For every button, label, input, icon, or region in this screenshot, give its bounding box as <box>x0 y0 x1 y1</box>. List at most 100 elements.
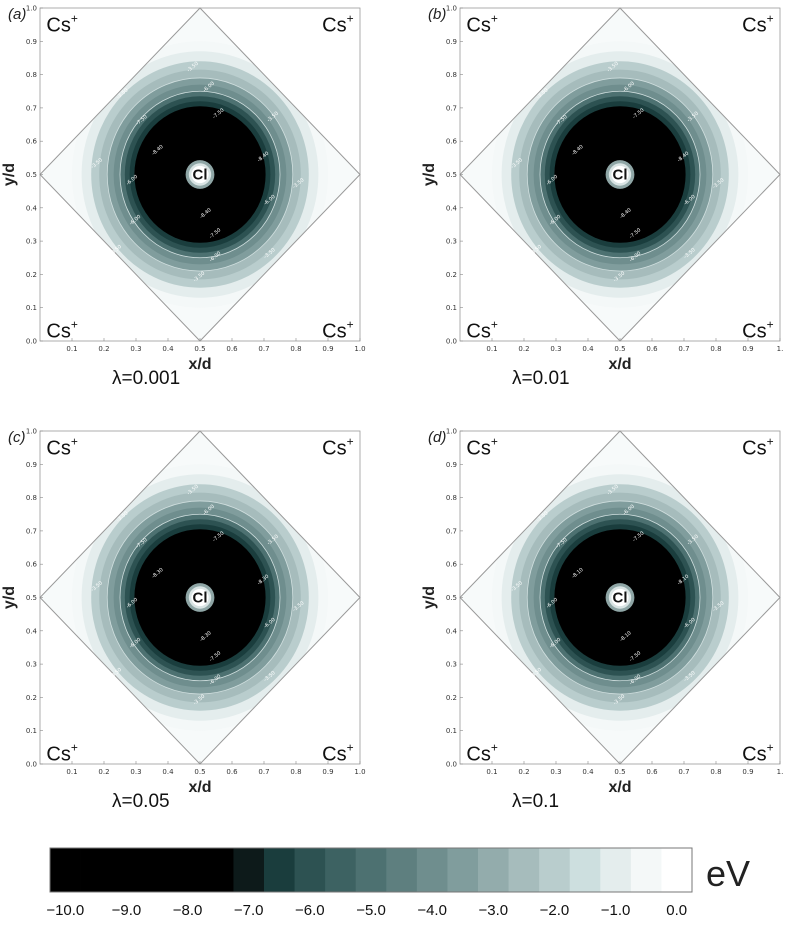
y-tick-label: 0.6 <box>26 138 38 146</box>
colorbar-tick-label: −1.0 <box>601 902 631 919</box>
x-tick-label: 0.5 <box>614 345 625 353</box>
x-tick-label: 0.5 <box>194 345 205 353</box>
colorbar-swatch <box>600 848 632 892</box>
y-tick-label: 0.7 <box>446 104 457 112</box>
panel-d: (d) -8.10 -7.50 -6.00 -3.50 -8.10 -8.10 -7.50 -7… <box>420 423 797 843</box>
x-tick-label: 0.5 <box>194 768 205 776</box>
y-tick-label: 0.3 <box>26 238 37 246</box>
colorbar-tick-label: −8.0 <box>173 902 203 919</box>
y-tick-label: 0.2 <box>26 271 37 279</box>
y-tick-label: 1.0 <box>446 428 457 436</box>
x-tick-label: 0.3 <box>130 768 141 776</box>
y-tick-label: 0.8 <box>446 494 457 502</box>
x-tick-label: 0.4 <box>162 768 174 776</box>
x-tick-label: 0.9 <box>322 345 333 353</box>
y-tick-label: 0.4 <box>446 204 458 212</box>
colorbar-swatch <box>111 848 143 892</box>
x-tick-label: 1. <box>777 345 784 353</box>
y-tick-label: 0.0 <box>26 338 37 346</box>
y-tick-label: 0.1 <box>26 304 37 312</box>
ion-halo <box>611 588 629 607</box>
x-tick-label: 0.2 <box>518 768 529 776</box>
colorbar-tick-label: −9.0 <box>112 902 142 919</box>
colorbar-swatch <box>569 848 601 892</box>
x-tick-label: 0.1 <box>66 345 77 353</box>
y-tick-label: 0.9 <box>26 461 37 469</box>
colorbar-swatch <box>172 848 204 892</box>
x-tick-label: 1.0 <box>354 768 365 776</box>
x-tick-label: 0.9 <box>742 768 753 776</box>
y-axis-label: y/d <box>421 586 438 609</box>
corner-ion-label: Cs+ <box>322 741 353 766</box>
potential-map: -8.40-7.50-6.00-3.50-8.40-8.40-7.50-7.50… <box>1 5 366 374</box>
y-tick-label: 0.8 <box>26 494 37 502</box>
x-tick-label: 1.0 <box>354 345 365 353</box>
center-ion-label: Cl <box>613 590 628 607</box>
y-tick-label: 0.9 <box>446 461 457 469</box>
colorbar-tick-label: −7.0 <box>234 902 264 919</box>
y-tick-label: 0.5 <box>446 171 457 179</box>
colorbar-swatch <box>661 848 693 892</box>
y-tick-label: 0.3 <box>26 661 37 669</box>
colorbar-tick-label: −5.0 <box>356 902 386 919</box>
y-tick-label: 0.5 <box>446 594 457 602</box>
x-tick-label: 0.1 <box>486 345 497 353</box>
colorbar-swatch <box>447 848 479 892</box>
x-tick-label: 0.9 <box>322 768 333 776</box>
x-axis-label: x/d <box>188 779 211 796</box>
colorbar-swatch <box>386 848 418 892</box>
colorbar-tick-label: −6.0 <box>295 902 325 919</box>
x-tick-label: 0.8 <box>710 768 721 776</box>
y-tick-label: 1.0 <box>446 5 457 13</box>
x-tick-label: 0.2 <box>98 768 109 776</box>
panel-label: (b) <box>428 6 447 23</box>
x-tick-label: 0.4 <box>162 345 174 353</box>
colorbar-tick-label: −10.0 <box>47 902 84 919</box>
colorbar-swatch <box>202 848 234 892</box>
y-tick-label: 0.2 <box>446 694 457 702</box>
x-tick-label: 0.1 <box>486 768 497 776</box>
lambda-label: λ=0.05 <box>112 791 170 812</box>
y-tick-label: 0.2 <box>26 694 37 702</box>
colorbar-tick-label: −3.0 <box>478 902 508 919</box>
x-tick-label: 0.6 <box>646 345 658 353</box>
y-tick-label: 0.8 <box>446 71 457 79</box>
x-tick-label: 0.4 <box>582 768 594 776</box>
colorbar-frame <box>49 847 693 893</box>
x-tick-label: 0.8 <box>290 345 301 353</box>
y-tick-label: 0.5 <box>26 171 37 179</box>
center-ion-label: Cl <box>613 167 628 184</box>
x-tick-label: 0.6 <box>226 345 238 353</box>
x-tick-label: 0.7 <box>678 345 689 353</box>
x-tick-label: 0.7 <box>258 345 269 353</box>
ion-halo <box>191 165 209 184</box>
potential-map: -8.10-7.50-6.00-3.50-8.10-8.10-7.50-7.50… <box>421 428 783 797</box>
x-tick-label: 0.6 <box>226 768 238 776</box>
y-tick-label: 0.4 <box>26 204 38 212</box>
lambda-label: λ=0.1 <box>512 791 560 812</box>
x-tick-label: 0.8 <box>290 768 301 776</box>
y-tick-label: 1.0 <box>26 428 37 436</box>
x-axis-label: x/d <box>608 356 631 373</box>
x-tick-label: 0.6 <box>646 768 658 776</box>
panel-label: (d) <box>428 429 447 446</box>
y-tick-label: 0.4 <box>26 627 38 635</box>
y-tick-label: 0.0 <box>26 761 37 769</box>
y-tick-label: 0.1 <box>446 304 457 312</box>
x-tick-label: 0.2 <box>518 345 529 353</box>
y-tick-label: 0.6 <box>446 561 458 569</box>
y-tick-label: 0.1 <box>446 727 457 735</box>
colorbar: −10.0 −9.0 −8.0 −7.0 −6.0 −5.0 −4.0 −3.0 −2.0 −1.… <box>47 847 693 919</box>
y-axis-label: y/d <box>1 163 18 186</box>
colorbar-unit: eV <box>706 853 751 894</box>
x-axis-label: x/d <box>188 356 211 373</box>
colorbar-tick-label: −2.0 <box>540 902 570 919</box>
colorbar-swatch <box>539 848 571 892</box>
x-tick-label: 0.3 <box>130 345 141 353</box>
colorbar-swatch <box>50 848 81 892</box>
colorbar-swatch <box>478 848 509 892</box>
panel-label: (c) <box>8 429 26 446</box>
colorbar-tick-label: 0.0 <box>666 902 687 919</box>
y-tick-label: 0.7 <box>446 527 457 535</box>
x-tick-label: 0.8 <box>710 345 721 353</box>
